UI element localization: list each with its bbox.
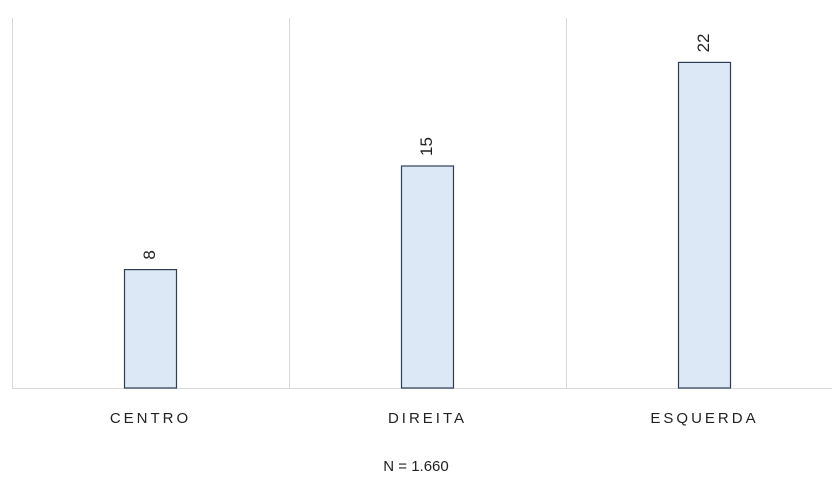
category-label-direita: DIREITA [388, 410, 467, 427]
bar-esquerda [677, 61, 732, 389]
data-label-direita: 15 [417, 137, 436, 156]
category-labels-layer: CENTRO DIREITA ESQUERDA [110, 410, 758, 427]
category-label-esquerda: ESQUERDA [650, 410, 758, 427]
category-label-centro: CENTRO [110, 410, 191, 427]
data-labels-layer: 8 15 22 [140, 33, 713, 259]
data-label-centro: 8 [140, 250, 159, 259]
data-label-esquerda: 22 [694, 33, 713, 52]
bar-direita [400, 165, 455, 389]
sample-size-note: N = 1.660 [383, 458, 449, 475]
bar-centro [123, 269, 178, 389]
bars-layer [123, 61, 732, 389]
